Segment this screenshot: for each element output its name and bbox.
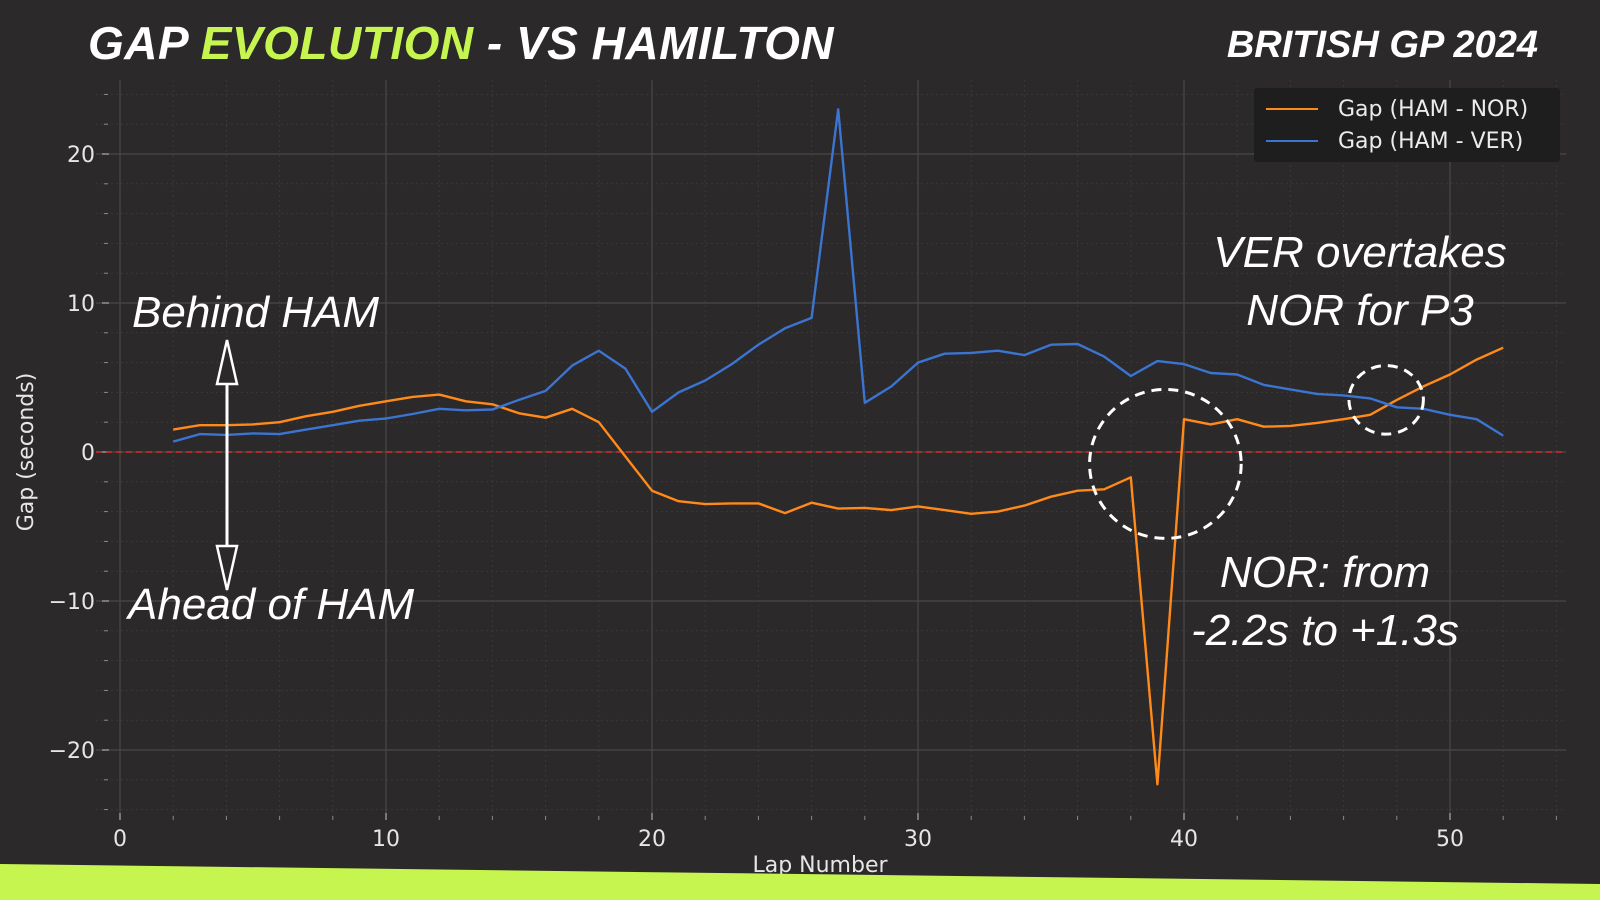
x-tick-label: 50 — [1436, 827, 1464, 852]
legend-label-ver: Gap (HAM - VER) — [1338, 128, 1524, 154]
chart-title: GAP EVOLUTION - VS HAMILTON — [88, 16, 834, 70]
legend-label-nor: Gap (HAM - NOR) — [1338, 96, 1529, 122]
title-part-1: GAP — [88, 17, 188, 69]
annotation-ver-line-1: VER overtakes — [1213, 228, 1507, 277]
series-line-ver — [172, 108, 1504, 443]
annotation-nor-gap: NOR: from -2.2s to +1.3s — [1170, 544, 1480, 660]
legend-swatch-nor — [1266, 107, 1318, 111]
highlight-circles — [1088, 364, 1425, 540]
annotation-nor-line-2: -2.2s to +1.3s — [1191, 606, 1459, 655]
legend-item-ver: Gap (HAM - VER) — [1266, 126, 1523, 156]
y-tick-label: −10 — [49, 590, 95, 615]
legend-swatch-ver — [1266, 139, 1318, 143]
y-tick-label: 10 — [67, 292, 95, 317]
y-axis-label: Gap (seconds) — [14, 373, 39, 532]
legend: Gap (HAM - NOR) Gap (HAM - VER) — [1254, 88, 1560, 162]
annotation-ver-line-2: NOR for P3 — [1246, 286, 1474, 335]
race-name: BRITISH GP 2024 — [1226, 24, 1538, 66]
annotation-ahead: Ahead of HAM — [128, 580, 415, 629]
legend-item-nor: Gap (HAM - NOR) — [1266, 94, 1528, 124]
highlight-circle-ver — [1347, 364, 1425, 436]
x-tick-label: 30 — [904, 827, 932, 852]
minor-grid — [96, 80, 1566, 820]
title-part-2: - VS HAMILTON — [486, 17, 835, 69]
direction-arrow — [215, 339, 239, 591]
title-highlight: EVOLUTION — [200, 17, 474, 69]
x-tick-label: 20 — [638, 827, 666, 852]
annotation-ver-overtake: VER overtakes NOR for P3 — [1190, 224, 1530, 340]
y-tick-label: −20 — [49, 739, 95, 764]
x-tick-label: 10 — [372, 827, 400, 852]
annotation-behind: Behind HAM — [132, 288, 380, 337]
y-tick-label: 20 — [67, 143, 95, 168]
y-tick-label: 0 — [81, 441, 95, 466]
highlight-circle-nor — [1088, 387, 1243, 540]
axis-ticks — [102, 93, 1557, 820]
arrow-head-down — [215, 544, 239, 591]
series-lines — [172, 108, 1504, 786]
major-grid — [96, 80, 1566, 820]
annotation-nor-line-1: NOR: from — [1219, 548, 1431, 597]
accent-stripe — [0, 864, 1600, 900]
x-tick-label: 40 — [1170, 827, 1198, 852]
series-line-nor — [173, 346, 1504, 786]
arrow-head-up — [215, 339, 239, 386]
tick-labels: 0 10 20 30 40 50 −20 −10 0 10 20 — [49, 143, 1464, 852]
x-tick-label: 0 — [113, 827, 127, 852]
